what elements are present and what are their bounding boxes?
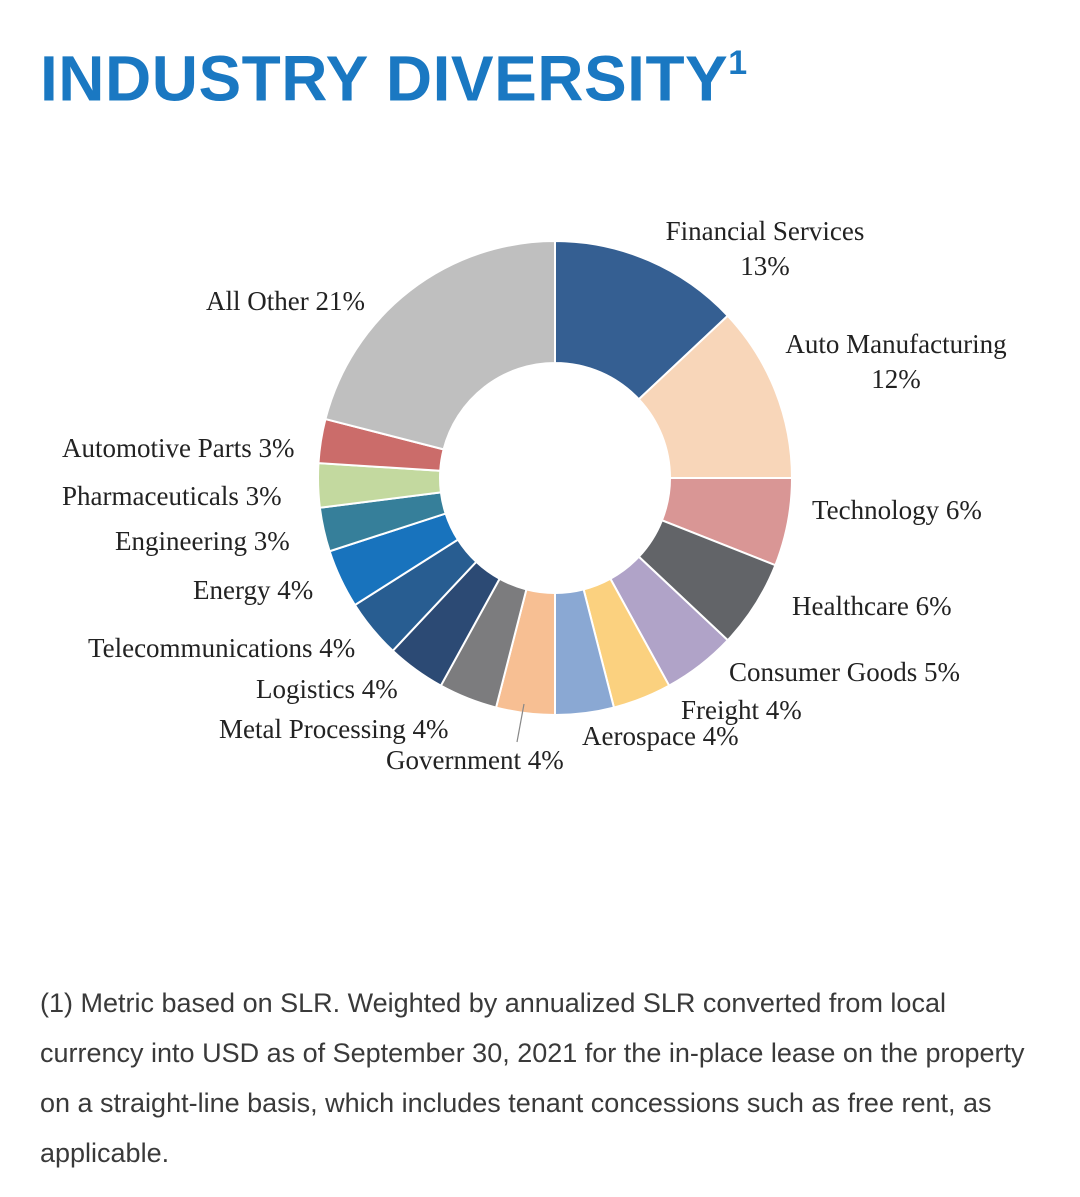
- slice-labels: Financial Services 13% Auto Manufacturing 1…: [62, 216, 1007, 775]
- footnote: (1) Metric based on SLR. Weighted by ann…: [40, 988, 1025, 1168]
- title-footnote-marker: 1: [728, 44, 748, 82]
- slice-label: Technology 6%: [812, 495, 982, 525]
- slice-label: Energy 4%: [193, 575, 313, 605]
- slice-financial-services: [554, 239, 730, 401]
- slice-label: Pharmaceuticals 3%: [62, 481, 282, 511]
- slice-label: Telecommunications 4%: [88, 633, 355, 663]
- slice-label: Engineering 3%: [115, 526, 290, 556]
- slice-label: Government 4%: [386, 745, 564, 775]
- donut-slices: [317, 239, 794, 717]
- industry-donut-chart: Financial Services 13% Auto Manufacturing 1…: [62, 216, 1007, 775]
- slice-label: All Other 21%: [206, 286, 365, 316]
- slice-label: Logistics 4%: [256, 674, 398, 704]
- slice-label: Aerospace 4%: [582, 721, 739, 751]
- page-title: INDUSTRY DIVERSITY1: [40, 22, 748, 123]
- slice-label: Consumer Goods 5%: [729, 657, 960, 687]
- slice-label: Financial Services 13%: [666, 216, 865, 281]
- slice-label: Freight 4%: [681, 695, 802, 725]
- slice-label: Healthcare 6%: [792, 591, 952, 621]
- government-leader-line: [516, 703, 525, 743]
- slice-label: Metal Processing 4%: [219, 714, 448, 744]
- slice-all-other: [324, 239, 556, 451]
- title-text: INDUSTRY DIVERSITY: [40, 42, 729, 115]
- slice-label: Automotive Parts 3%: [62, 433, 294, 463]
- slice-label: Auto Manufacturing 12%: [785, 329, 1006, 394]
